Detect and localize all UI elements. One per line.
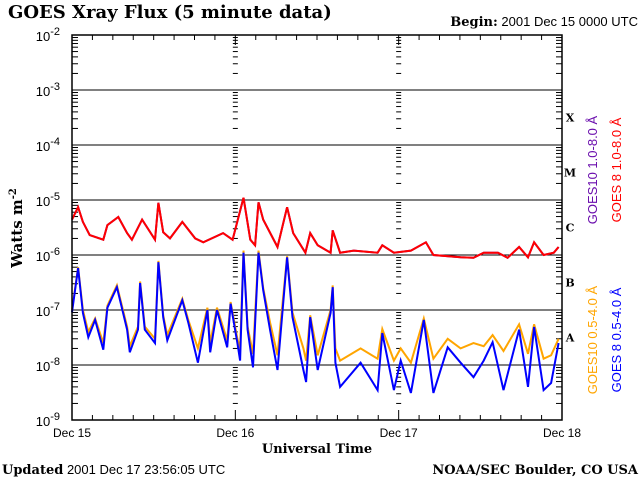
series-line-3 [71, 252, 560, 394]
y-tick-label: 10-3 [36, 81, 60, 99]
y-tick-label: 10-9 [36, 411, 60, 429]
y-tick-exponent: -3 [50, 81, 60, 93]
y-tick-base: 10 [36, 84, 50, 99]
series-line-2 [71, 250, 560, 365]
series-line-0 [71, 197, 560, 260]
x-tick-label: Dec 18 [543, 426, 581, 440]
y-tick-exponent: -8 [50, 356, 60, 368]
y-tick-exponent: -7 [50, 301, 60, 313]
plot-frame [71, 34, 563, 421]
updated-line: Updated 2001 Dec 17 23:56:05 UTC [2, 462, 225, 478]
y-tick-base: 10 [36, 249, 50, 264]
flare-class-A: A [565, 332, 575, 345]
flare-class-C: C [566, 222, 575, 235]
legend-entry-3: GOES 8 0.5-4.0 Å [609, 287, 624, 392]
y-axis-label: Watts m-2 [8, 188, 26, 269]
legend-entry-1: GOES 8 1.0-8.0 Å [609, 117, 624, 222]
legend-entry-2: GOES10 0.5-4.0 Å [585, 285, 600, 394]
series-line-1 [71, 197, 560, 260]
y-tick-label: 10-7 [36, 301, 60, 319]
updated-value: 2001 Dec 17 23:56:05 UTC [67, 462, 225, 477]
y-tick-label: 10-5 [36, 191, 60, 209]
y-tick-base: 10 [36, 359, 50, 374]
chart-title: GOES Xray Flux (5 minute data) [8, 2, 332, 23]
flare-class-labels: X M C B A [564, 112, 576, 345]
x-tick-labels: Dec 15 Dec 16 Dec 17 Dec 18 [53, 426, 581, 440]
updated-label: Updated [2, 463, 63, 478]
begin-value: 2001 Dec 15 0000 UTC [501, 14, 638, 29]
axis-ticks [71, 35, 563, 421]
y-axis-label-text: Watts m [8, 199, 26, 269]
begin-line: Begin: 2001 Dec 15 0000 UTC [450, 14, 638, 30]
x-tick-label: Dec 15 [53, 426, 91, 440]
y-tick-base: 10 [36, 139, 50, 154]
y-tick-label: 10-8 [36, 356, 60, 374]
y-tick-base: 10 [36, 194, 50, 209]
y-tick-label: 10-6 [36, 246, 60, 264]
y-tick-base: 10 [36, 304, 50, 319]
y-tick-label: 10-2 [36, 26, 60, 44]
y-tick-label: 10-4 [36, 136, 60, 154]
legend-entry-0: GOES10 1.0-8.0 Å [585, 115, 600, 224]
y-tick-base: 10 [36, 29, 50, 44]
x-tick-label: Dec 16 [216, 426, 254, 440]
y-tick-exponent: -9 [50, 411, 60, 423]
begin-label: Begin: [450, 15, 498, 30]
y-tick-exponent: -4 [50, 136, 60, 148]
y-tick-labels: 10-210-310-410-510-610-710-810-9 [36, 26, 60, 429]
y-tick-base: 10 [36, 414, 50, 429]
flare-class-M: M [564, 167, 576, 180]
flare-class-B: B [565, 277, 574, 290]
x-axis-label: Universal Time [262, 442, 372, 457]
y-tick-exponent: -6 [50, 246, 60, 258]
y-axis-label-exponent: -2 [8, 188, 19, 199]
credit-text: NOAA/SEC Boulder, CO USA [432, 463, 639, 478]
data-series [71, 197, 560, 394]
y-tick-exponent: -5 [50, 191, 60, 203]
legend: GOES10 1.0-8.0 Å GOES 8 1.0-8.0 Å GOES10 0… [585, 115, 624, 394]
flare-class-X: X [566, 112, 575, 125]
y-tick-exponent: -2 [50, 26, 60, 38]
x-tick-label: Dec 17 [380, 426, 418, 440]
